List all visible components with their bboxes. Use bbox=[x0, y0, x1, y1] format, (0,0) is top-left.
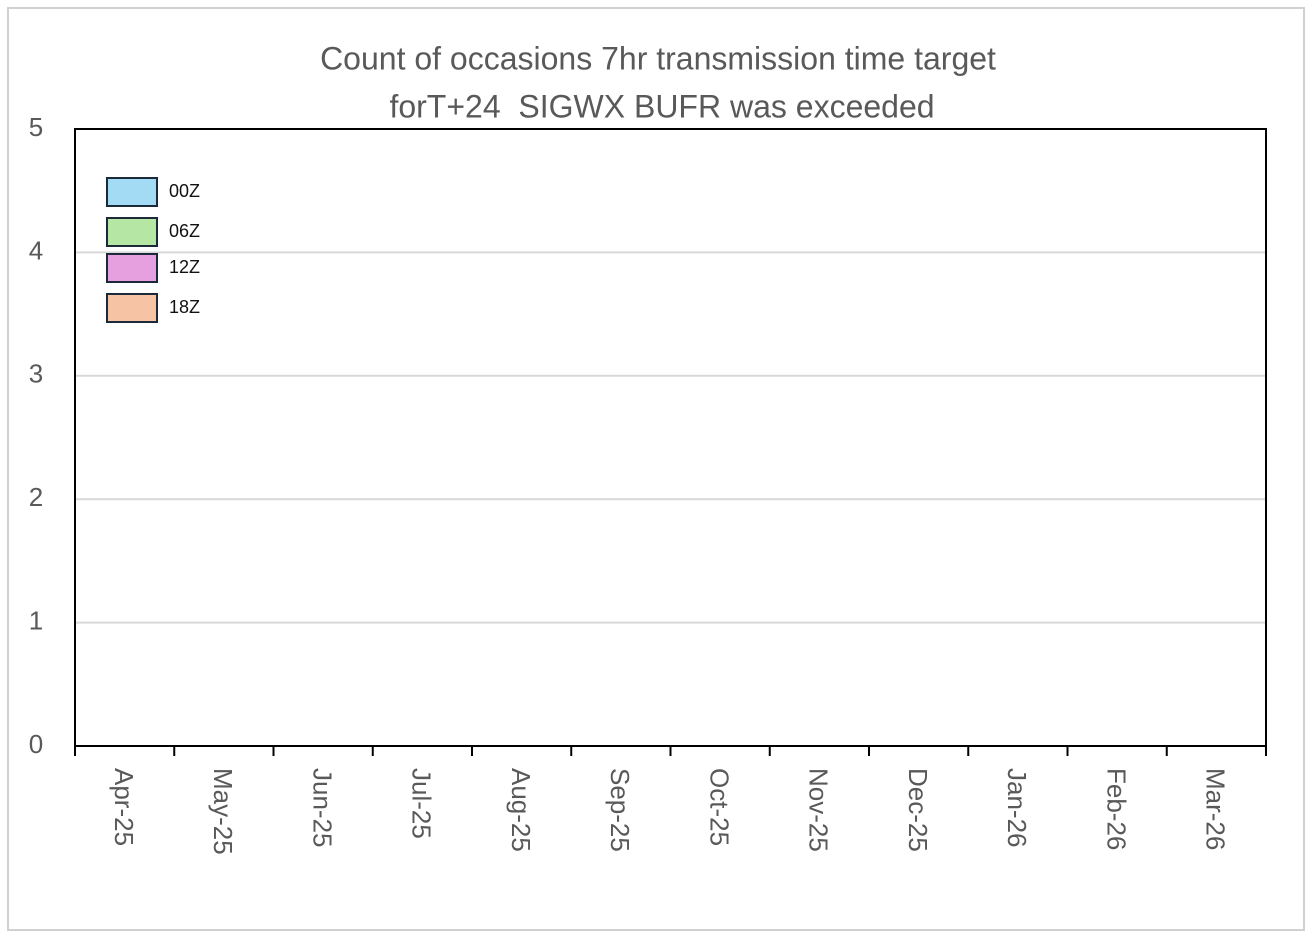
x-tick-label: Mar-26 bbox=[1201, 768, 1231, 850]
y-tick-label: 3 bbox=[29, 359, 43, 389]
legend-label: 00Z bbox=[169, 181, 200, 201]
x-tick-label: Feb-26 bbox=[1101, 768, 1131, 850]
legend-label: 12Z bbox=[169, 257, 200, 277]
x-tick-label: Apr-25 bbox=[109, 768, 139, 846]
chart-title: Count of occasions 7hr transmission time… bbox=[320, 40, 996, 76]
y-tick-label: 4 bbox=[29, 235, 43, 265]
legend-swatch bbox=[106, 253, 158, 283]
x-tick-label: Dec-25 bbox=[903, 768, 933, 852]
chart-frame bbox=[7, 7, 1305, 931]
legend-label: 06Z bbox=[169, 221, 200, 241]
x-tick-label: Oct-25 bbox=[704, 768, 734, 846]
x-tick-label: Aug-25 bbox=[506, 768, 536, 852]
legend-swatch bbox=[106, 217, 158, 247]
y-tick-label: 0 bbox=[29, 729, 43, 759]
y-tick-label: 2 bbox=[29, 482, 43, 512]
y-tick-label: 1 bbox=[29, 605, 43, 635]
legend-swatch bbox=[106, 177, 158, 207]
x-tick-label: Sep-25 bbox=[605, 768, 635, 852]
x-tick-label: Nov-25 bbox=[804, 768, 834, 852]
y-tick-label: 5 bbox=[29, 112, 43, 142]
x-tick-label: Jun-25 bbox=[307, 768, 337, 848]
chart-title: forT+24 SIGWX BUFR was exceeded bbox=[389, 88, 934, 124]
x-tick-label: May-25 bbox=[208, 768, 238, 855]
x-tick-label: Jul-25 bbox=[407, 768, 437, 839]
legend-label: 18Z bbox=[169, 297, 200, 317]
x-tick-label: Jan-26 bbox=[1002, 768, 1032, 848]
legend-swatch bbox=[106, 293, 158, 323]
